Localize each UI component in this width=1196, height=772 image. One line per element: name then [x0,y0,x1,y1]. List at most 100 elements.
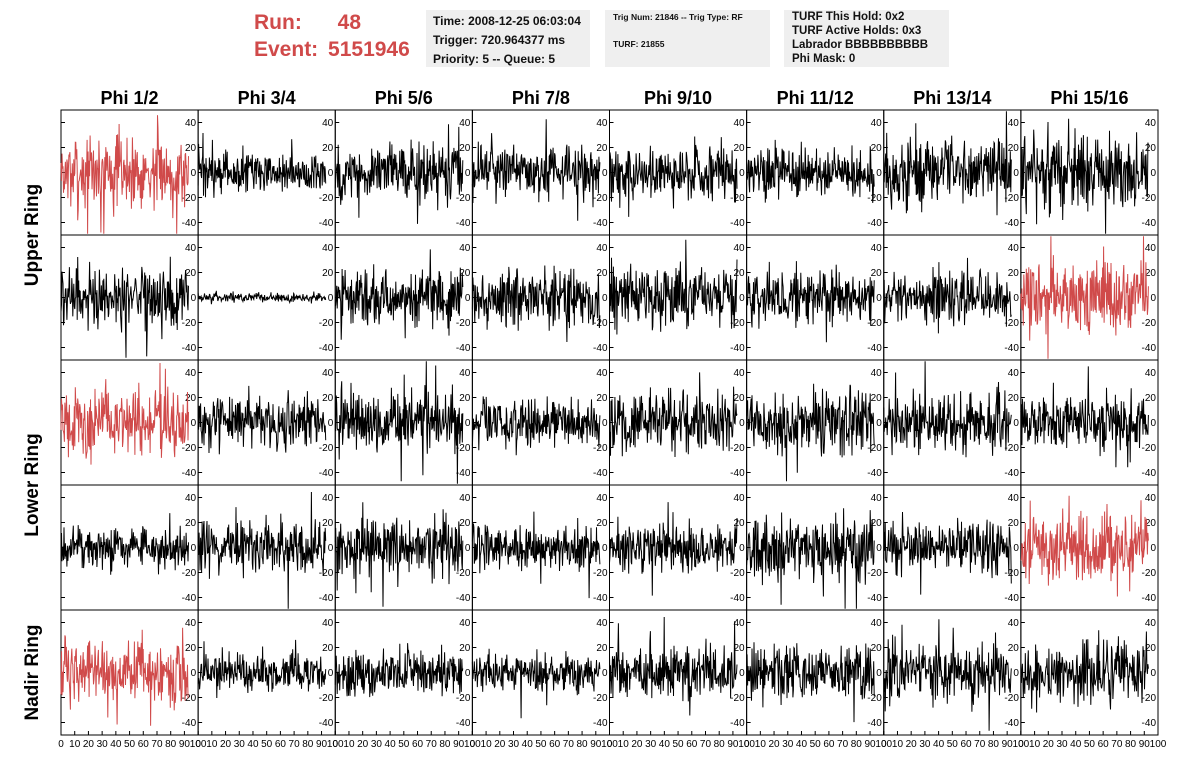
y-tick-label: 0 [328,543,334,554]
waveform-panel: -40 -20 0 20 40 [334,109,473,236]
waveform-trace [197,290,327,305]
column-title: Phi 9/10 [644,88,712,108]
waveform-trace [1020,630,1149,713]
y-tick-label: -20 [593,318,608,329]
waveform-panel: -40 -20 0 20 40 [883,484,1022,611]
y-tick-label: -40 [319,718,334,729]
x-tick-label: 10 [481,739,493,750]
waveform-trace [883,257,1012,334]
y-tick-label: 40 [1008,118,1020,129]
y-tick-label: 40 [185,618,197,629]
x-tick-label: 50 [673,739,685,750]
y-tick-label: 40 [596,618,608,629]
y-tick-label: 20 [322,518,334,529]
ring-label: Nadir Ring [22,624,43,720]
y-tick-label: -20 [730,318,745,329]
column-title: Phi 7/8 [512,88,570,108]
waveform-panel: -40 -20 0 20 40 [60,109,199,236]
waveform-trace [1020,236,1149,359]
x-tick-label: 30 [645,739,657,750]
waveform-trace [334,124,464,224]
y-tick-label: -40 [1004,718,1019,729]
x-tick-label: 80 [165,739,177,750]
x-tick-label: 100 [464,739,481,750]
y-tick-label: -20 [730,693,745,704]
y-tick-label: 40 [871,368,883,379]
y-tick-label: -40 [867,218,882,229]
column-title: Phi 11/12 [777,88,854,108]
y-tick-label: 20 [1008,643,1020,654]
y-tick-label: -20 [1004,693,1019,704]
waveform-panel: -40 -20 0 20 40 [883,359,1022,486]
y-tick-label: -20 [1142,693,1157,704]
x-tick-label: 0 [1018,739,1024,750]
y-tick-label: 0 [1013,168,1019,179]
y-tick-label: 40 [459,368,471,379]
x-tick-label: 100 [1150,739,1167,750]
y-tick-label: 0 [602,543,608,554]
waveform-panel: -40 -20 0 20 40 [1020,109,1159,236]
x-tick-label: 90 [727,739,739,750]
y-tick-label: 0 [739,418,745,429]
y-tick-label: 40 [596,493,608,504]
turf-text: TURF: 21855 [613,39,665,49]
x-tick-label: 0 [58,739,64,750]
x-tick-label: 50 [947,739,959,750]
waveform-panel: -40 -20 0 20 40 [60,359,199,486]
x-tick-label: 70 [426,739,438,750]
x-tick-label: 10 [69,739,81,750]
waveform-trace [334,361,464,484]
y-tick-label: -40 [730,218,745,229]
x-tick-label: 80 [577,739,589,750]
column-title: Phi 3/4 [238,88,296,108]
waveform-panel: -40 -20 0 20 40 [609,234,748,361]
y-tick-label: -40 [1142,343,1157,354]
y-tick-label: 40 [459,243,471,254]
y-tick-label: 20 [596,643,608,654]
y-tick-label: 20 [1008,143,1020,154]
waveform-panel: -40 -20 0 20 40 [60,234,199,361]
y-tick-label: 40 [1008,493,1020,504]
y-tick-label: 20 [1145,518,1157,529]
event-line: Event: 5151946 [254,38,410,62]
y-tick-label: 40 [734,618,746,629]
y-tick-label: 20 [185,393,197,404]
x-tick-label: 10 [618,739,630,750]
y-tick-label: 0 [328,168,334,179]
x-tick-label: 0 [195,739,201,750]
y-tick-label: 0 [739,668,745,679]
y-tick-label: 0 [1150,543,1156,554]
y-tick-label: -40 [730,718,745,729]
y-tick-label: 40 [596,368,608,379]
x-tick-label: 10 [755,739,767,750]
y-tick-label: -20 [456,443,471,454]
y-tick-label: -20 [456,318,471,329]
y-tick-label: 0 [191,293,197,304]
y-tick-label: -40 [1004,593,1019,604]
y-tick-label: 40 [871,618,883,629]
waveform-panel: -40 -20 0 20 40 [609,109,748,236]
y-tick-label: 0 [1013,293,1019,304]
x-tick-label: 20 [220,739,232,750]
x-tick-label: 80 [302,739,314,750]
waveform-trace [471,119,601,221]
y-tick-label: -40 [1142,468,1157,479]
y-tick-label: -40 [456,218,471,229]
x-tick-label: 80 [988,739,1000,750]
y-tick-label: 20 [322,268,334,279]
x-tick-label: 30 [371,739,383,750]
y-tick-label: -40 [182,468,197,479]
y-tick-label: 20 [185,643,197,654]
y-tick-label: -20 [456,193,471,204]
y-tick-label: -20 [456,693,471,704]
y-tick-label: 40 [185,243,197,254]
x-tick-label: 40 [659,739,671,750]
x-tick-label: 30 [234,739,246,750]
x-tick-label: 60 [960,739,972,750]
y-tick-label: 40 [871,118,883,129]
y-tick-label: 40 [1145,368,1157,379]
trigger-text: Trigger: 720.964377 ms [433,33,566,47]
y-tick-label: 0 [602,168,608,179]
